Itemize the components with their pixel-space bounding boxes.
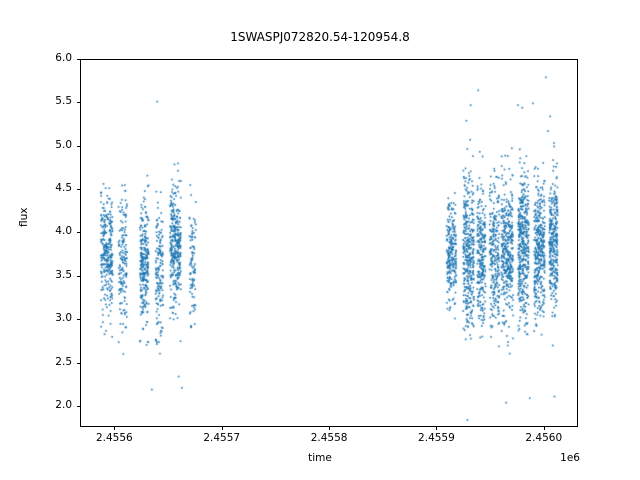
- page-title: 1SWASPJ072820.54-120954.8: [230, 30, 410, 44]
- y-tick-mark: [76, 102, 80, 104]
- x-tick-label: 2.4557: [203, 432, 241, 444]
- y-tick-mark: [76, 405, 80, 407]
- x-axis-label: time: [308, 452, 332, 464]
- y-tick-label: 3.5: [55, 268, 72, 281]
- x-tick-label: 2.4558: [310, 432, 348, 444]
- x-tick-label: 2.4559: [418, 432, 455, 444]
- y-tick-label: 5.0: [55, 138, 72, 151]
- x-tick-mark: [543, 426, 545, 430]
- x-tick-mark: [114, 426, 116, 430]
- plot-axes: [80, 59, 578, 427]
- y-tick-mark: [76, 189, 80, 191]
- y-tick-mark: [76, 275, 80, 277]
- y-tick-label: 4.0: [55, 225, 72, 238]
- y-tick-mark: [76, 145, 80, 147]
- x-tick-mark: [329, 426, 331, 430]
- x-tick-mark: [436, 426, 438, 430]
- y-tick-mark: [76, 59, 80, 60]
- y-tick-label: 4.5: [55, 182, 72, 195]
- x-tick-label: 2.4560: [525, 432, 563, 444]
- y-tick-mark: [76, 319, 80, 321]
- x-axis-offset-label: 1e6: [560, 452, 580, 464]
- y-tick-mark: [76, 232, 80, 234]
- y-tick-label: 3.0: [55, 312, 72, 325]
- y-tick-label: 2.0: [55, 398, 72, 411]
- x-tick-mark: [221, 426, 223, 430]
- y-tick-label: 2.5: [55, 355, 72, 368]
- y-tick-mark: [76, 362, 80, 364]
- scatter-data-layer: [81, 60, 577, 426]
- y-axis-label: flux: [18, 207, 30, 227]
- x-tick-label: 2.4556: [95, 432, 133, 444]
- y-tick-label: 5.5: [55, 95, 72, 108]
- y-tick-label: 6.0: [55, 52, 72, 64]
